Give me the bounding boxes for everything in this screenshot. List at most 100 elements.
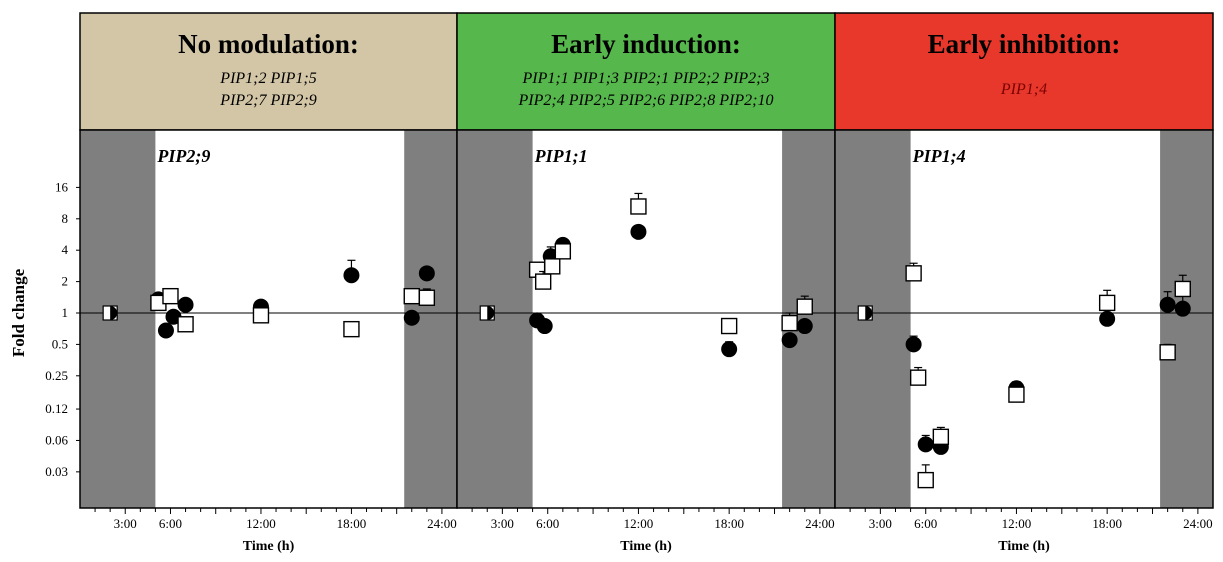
header-row: No modulation: PIP1;2 PIP1;5 PIP2;7 PIP2;9… <box>79 12 1214 131</box>
header-box <box>834 12 1214 131</box>
data-point-square <box>403 287 420 305</box>
series-open-square <box>905 262 1191 489</box>
y-axis-title: Fold change <box>9 268 28 357</box>
x-tick-label: 6:00 <box>159 516 182 531</box>
data-point-square <box>1008 386 1025 403</box>
y-tick-label: 0.03 <box>45 464 68 479</box>
data-point-circle <box>343 267 360 284</box>
data-point-circle <box>1159 296 1176 313</box>
gene-label: PIP2;9 <box>156 146 210 166</box>
data-point-square <box>630 198 647 215</box>
series-filled-circle <box>529 223 813 358</box>
header-gene-line: PIP1;4 <box>1000 81 1047 98</box>
header-0: No modulation: PIP1;2 PIP1;5 PIP2;7 PIP2;9 <box>79 12 458 131</box>
data-point-square <box>554 243 572 260</box>
series-open-square <box>528 192 813 335</box>
data-point-square <box>917 471 934 489</box>
data-point-half <box>102 305 118 321</box>
y-tick-label: 1 <box>62 305 69 320</box>
y-tick-label: 4 <box>62 242 69 257</box>
data-point-square <box>1174 280 1191 298</box>
panel-2: PIP1;4 3:00 6:00 12:00 18:00 24:00 Time (h) <box>834 129 1214 554</box>
x-tick-label: 18:00 <box>714 516 744 531</box>
data-point-square <box>720 317 738 335</box>
data-point-square <box>781 314 798 332</box>
data-point-circle <box>781 332 798 349</box>
series-half-circle <box>479 305 495 321</box>
y-tick-label: 16 <box>55 179 69 194</box>
data-point-circle <box>403 309 420 326</box>
data-point-square <box>905 265 922 282</box>
x-tick-label: 6:00 <box>914 516 937 531</box>
header-box <box>79 12 458 131</box>
data-point-square <box>534 273 552 290</box>
plot-frame <box>834 129 1214 509</box>
data-point-square <box>909 369 927 386</box>
panels: 0.03 0.06 0.12 0.25 0.5 1 2 4 8 16 PIP2;9 3:00 6:00 1… <box>45 129 1214 554</box>
panel-0: PIP2;9 3:00 6:00 12:00 18:00 24:00 Time (h) <box>79 129 458 554</box>
data-point-circle <box>630 223 647 240</box>
x-tick-label: 12:00 <box>246 516 276 531</box>
header-title: Early induction: <box>551 29 741 59</box>
data-point-half <box>479 305 495 321</box>
x-axis-title: Time (h) <box>620 539 672 554</box>
header-box <box>456 12 836 131</box>
data-point-square <box>1098 294 1116 312</box>
header-title: Early inhibition: <box>928 29 1121 59</box>
data-point-circle <box>721 341 738 358</box>
y-tick-label: 2 <box>62 274 69 289</box>
data-point-square <box>932 428 950 446</box>
gene-label: PIP1;1 <box>534 146 588 166</box>
panel-1: PIP1;1 3:00 6:00 12:00 18:00 24:00 Time (h) <box>456 129 836 554</box>
x-tick-label: 24:00 <box>427 516 457 531</box>
x-tick-label: 18:00 <box>1092 516 1122 531</box>
data-point-circle <box>418 265 435 282</box>
data-point-square <box>177 316 194 333</box>
header-gene-line: PIP2;4 PIP2;5 PIP2;6 PIP2;8 PIP2;10 <box>517 92 773 109</box>
y-tick-label: 0.5 <box>52 336 68 351</box>
data-point-square <box>796 298 813 315</box>
x-tick-label: 12:00 <box>1002 516 1032 531</box>
y-tick-label: 0.25 <box>45 368 68 383</box>
data-point-circle <box>917 436 934 453</box>
header-2: Early inhibition: PIP1;4 <box>834 12 1214 131</box>
series-half-circle <box>102 305 118 321</box>
series-half-circle <box>857 305 873 321</box>
gene-label: PIP1;4 <box>912 146 966 166</box>
data-point-circle <box>1099 310 1116 327</box>
data-point-half <box>857 305 873 321</box>
x-tick-label: 3:00 <box>491 516 514 531</box>
x-tick-label: 24:00 <box>805 516 835 531</box>
x-axis-ticks: 3:00 6:00 12:00 18:00 24:00 <box>94 508 457 531</box>
data-point-circle <box>1174 300 1191 317</box>
header-title: No modulation: <box>178 29 359 59</box>
data-point-square <box>343 320 360 338</box>
dark-period <box>1160 130 1213 508</box>
y-tick-label: 0.06 <box>45 432 68 447</box>
series-open-square <box>150 287 436 338</box>
header-gene-line: PIP1;2 PIP1;5 <box>219 70 316 87</box>
data-point-square <box>1159 344 1176 361</box>
x-tick-label: 24:00 <box>1183 516 1213 531</box>
y-axis-ticks: 0.03 0.06 0.12 0.25 0.5 1 2 4 8 16 <box>45 179 80 479</box>
header-gene-line: PIP2;7 PIP2;9 <box>219 92 316 109</box>
data-point-circle <box>796 318 813 335</box>
x-tick-label: 3:00 <box>869 516 892 531</box>
x-tick-label: 12:00 <box>624 516 654 531</box>
data-point-square <box>418 289 436 306</box>
x-tick-label: 3:00 <box>114 516 137 531</box>
x-axis-title: Time (h) <box>243 539 295 554</box>
x-axis-ticks: 3:00 6:00 12:00 18:00 24:00 <box>471 508 835 531</box>
x-tick-label: 6:00 <box>536 516 559 531</box>
header-1: Early induction: PIP1;1 PIP1;3 PIP2;1 PIP… <box>456 12 836 131</box>
data-point-circle <box>177 296 194 313</box>
data-point-circle <box>905 336 922 353</box>
x-tick-label: 18:00 <box>337 516 367 531</box>
data-point-square <box>544 258 561 275</box>
data-point-square <box>252 307 270 324</box>
y-tick-label: 0.12 <box>45 401 68 416</box>
data-point-square <box>162 287 179 305</box>
x-axis-title: Time (h) <box>998 539 1050 554</box>
header-gene-line: PIP1;1 PIP1;3 PIP2;1 PIP2;2 PIP2;3 <box>521 70 769 87</box>
